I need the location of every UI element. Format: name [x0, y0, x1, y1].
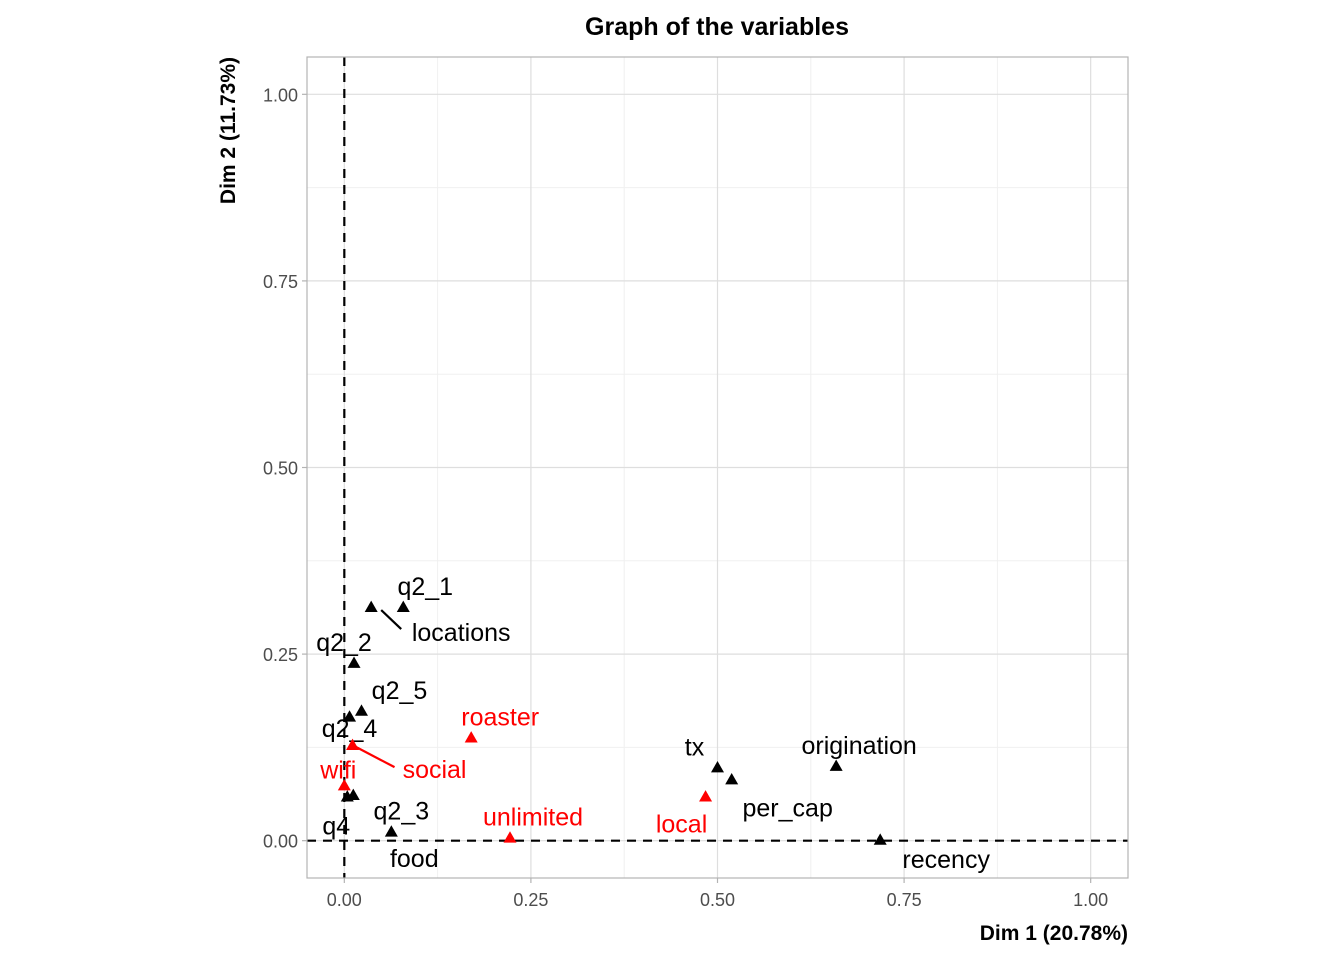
x-axis: 0.00 0.25 0.50 0.75 1.00	[327, 878, 1108, 910]
point-marker	[396, 600, 410, 612]
point-label: q4	[322, 813, 350, 841]
point-label: social	[403, 756, 467, 784]
point-label: per_cap	[743, 794, 833, 822]
grid	[307, 57, 1128, 878]
point-label: food	[390, 845, 439, 873]
point-marker	[829, 759, 843, 771]
point-marker	[343, 710, 357, 722]
y-tick-label: 0.00	[263, 832, 298, 852]
point-marker	[711, 761, 724, 773]
point-marker	[337, 778, 351, 791]
point-marker	[873, 833, 887, 845]
point-marker	[725, 772, 739, 785]
y-tick-label: 0.50	[263, 459, 298, 479]
point-label: locations	[412, 619, 511, 647]
point-marker	[364, 600, 378, 612]
point-label: q2_2	[316, 629, 372, 657]
x-tick-label: 0.00	[327, 890, 362, 910]
reference-lines	[307, 57, 1128, 878]
x-tick-label: 0.25	[513, 890, 548, 910]
point-label: q2_5	[372, 677, 428, 705]
point-marker	[346, 788, 360, 801]
x-tick-label: 0.50	[700, 890, 735, 910]
point-label: wifi	[319, 756, 356, 784]
point-label: origination	[801, 732, 916, 760]
point-label: q2_1	[397, 573, 453, 601]
y-tick-label: 0.75	[263, 272, 298, 292]
point-marker	[699, 790, 713, 802]
point-label: unlimited	[483, 804, 583, 832]
y-axis: 0.00 0.25 0.50 0.75 1.00	[263, 85, 307, 852]
point-marker	[464, 731, 478, 743]
x-axis-title: Dim 1 (20.78%)	[980, 922, 1128, 945]
point-marker	[347, 656, 361, 668]
point-label: q2_3	[374, 798, 430, 826]
point-marker	[384, 825, 398, 837]
point-marker	[346, 738, 360, 751]
x-tick-label: 1.00	[1073, 890, 1108, 910]
point-label: tx	[685, 734, 705, 762]
point-marker	[503, 831, 517, 843]
point-label: recency	[902, 846, 990, 874]
point-marker	[354, 704, 368, 716]
point-label: local	[656, 811, 707, 839]
point-label: q2_4	[322, 715, 378, 743]
y-tick-label: 0.25	[263, 645, 298, 665]
label-connector	[352, 744, 396, 769]
chart-title: Graph of the variables	[585, 13, 849, 41]
point-label: roaster	[461, 704, 539, 732]
y-tick-label: 1.00	[263, 85, 298, 105]
y-axis-title: Dim 2 (11.73%)	[217, 57, 240, 204]
x-tick-label: 0.75	[887, 890, 922, 910]
label-connector	[380, 609, 402, 630]
